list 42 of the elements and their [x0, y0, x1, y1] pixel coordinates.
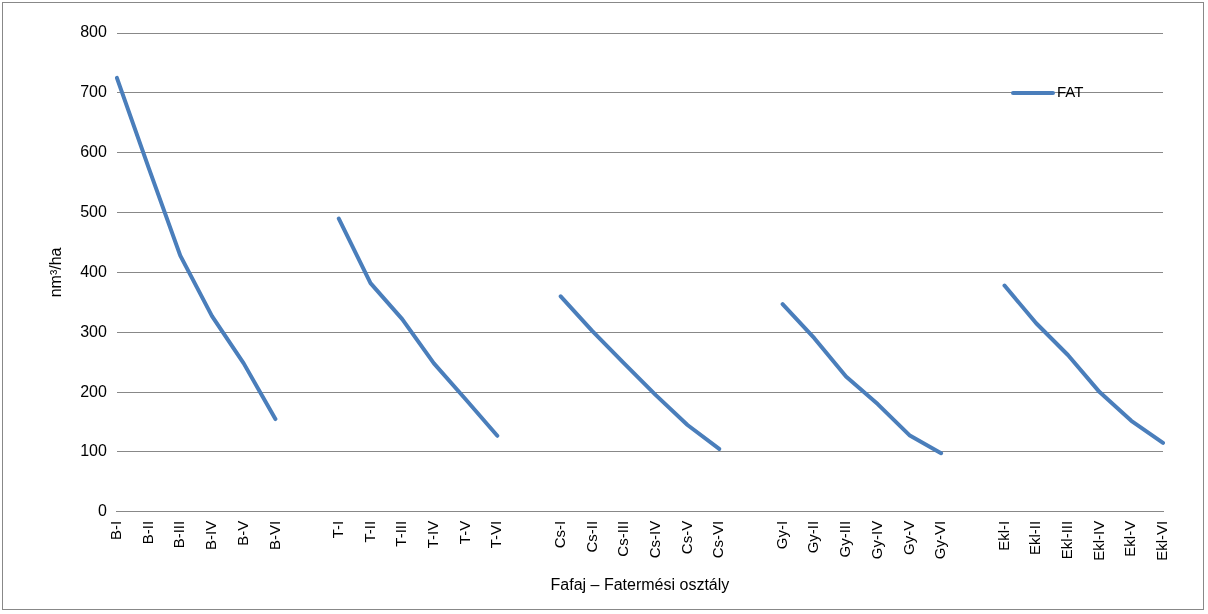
- x-tick-label: Ekl-II: [1026, 520, 1044, 555]
- x-tick-label: Gy-III: [836, 520, 854, 558]
- y-tick-label: 200: [80, 382, 107, 400]
- x-tick-label: Cs-II: [582, 520, 600, 553]
- y-tick-label: 800: [80, 23, 107, 41]
- x-tick-label: Cs-IV: [645, 520, 663, 559]
- x-axis-title: Fafaj – Fatermési osztály: [550, 575, 730, 593]
- x-tick-label: B-I: [107, 520, 125, 540]
- x-tick-label: B-V: [233, 520, 251, 546]
- x-tick-label: Cs-VI: [709, 520, 727, 559]
- y-axis-title: nm³/ha: [47, 247, 65, 298]
- legend-label: FAT: [1057, 83, 1084, 101]
- x-tick-label: B-III: [170, 520, 188, 549]
- y-tick-label: 0: [97, 502, 107, 520]
- x-tick-label: Ekl-IV: [1089, 520, 1107, 561]
- y-tick-label: 600: [80, 143, 107, 161]
- x-tick-label: Ekl-V: [1121, 520, 1139, 557]
- x-tick-label: Cs-V: [677, 520, 695, 555]
- x-tick-label: Gy-IV: [867, 520, 885, 560]
- x-tick-label: T-V: [455, 520, 473, 545]
- x-tick-label: Ekl-III: [1058, 520, 1076, 560]
- x-tick-label: Gy-V: [899, 520, 917, 555]
- x-tick-label: T-III: [392, 520, 410, 547]
- y-tick-label: 400: [80, 262, 107, 280]
- y-tick-label: 700: [80, 83, 107, 101]
- x-tick-label: T-I: [328, 520, 346, 539]
- x-tick-label: B-VI: [265, 520, 283, 550]
- y-tick-label: 500: [80, 202, 107, 220]
- x-tick-label: Ekl-VI: [1153, 520, 1171, 561]
- x-tick-label: Gy-I: [772, 520, 790, 550]
- x-tick-label: Cs-I: [550, 520, 568, 549]
- x-tick-label: B-IV: [202, 520, 220, 550]
- x-tick-label: T-II: [360, 520, 378, 543]
- x-tick-label: Gy-II: [804, 520, 822, 554]
- y-tick-label: 100: [80, 442, 107, 460]
- x-tick-label: T-IV: [424, 520, 442, 549]
- y-tick-label: 300: [80, 322, 107, 340]
- x-tick-label: Gy-VI: [931, 520, 949, 560]
- x-tick-label: Ekl-I: [994, 520, 1012, 551]
- x-tick-label: T-VI: [487, 520, 505, 549]
- x-tick-label: B-II: [138, 520, 156, 545]
- x-tick-label: Cs-III: [614, 520, 632, 557]
